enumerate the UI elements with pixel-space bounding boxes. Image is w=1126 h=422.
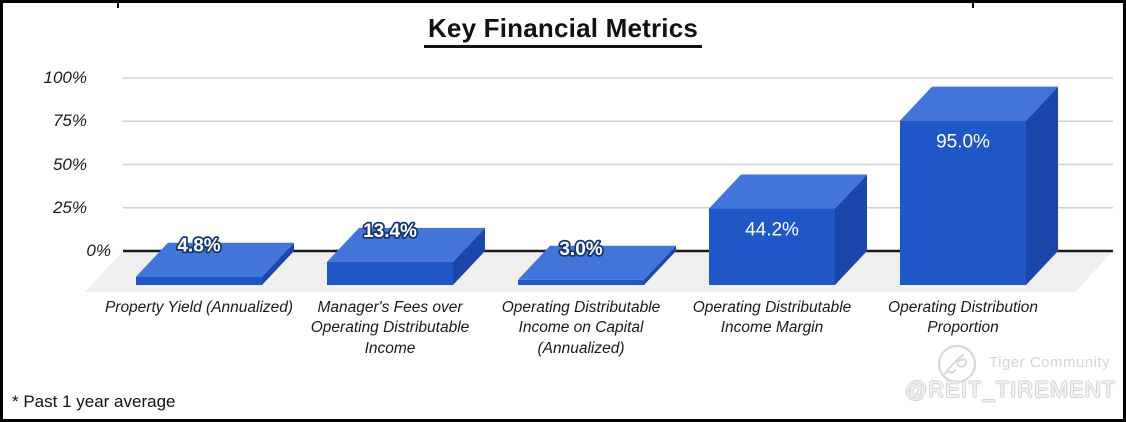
category-label: Operating Distributable Income Margin: [692, 299, 852, 337]
bar-top-face: [709, 174, 867, 209]
bar-value-label: 4.8%: [177, 236, 220, 257]
bar-top-face: [518, 245, 676, 280]
category-label: Manager's Fees over Operating Distributab…: [310, 299, 470, 357]
top-border-tick: [972, 3, 974, 8]
bar-side-face: [1026, 86, 1058, 286]
y-tick-label: 50%: [52, 154, 87, 174]
tiger-logo-icon: [937, 344, 977, 384]
y-tick-label: 75%: [52, 111, 87, 131]
bar-value-label: 44.2%: [745, 220, 799, 241]
bar-value-label: 95.0%: [936, 132, 990, 153]
chart-title: Key Financial Metrics: [423, 13, 703, 48]
category-label: Operating Distributable Income on Capital…: [501, 299, 661, 357]
watermark: Tiger Community @REIT_TIREMENT: [905, 341, 1118, 419]
bar-chart-plot: 4.8% 13.4% 3.0% 44.2% 95.0%: [85, 77, 1113, 292]
bar-value-label: 3.0%: [559, 239, 602, 260]
bar-front-face: [518, 279, 644, 285]
y-tick-label: 25%: [52, 197, 87, 217]
bar-top-face: [900, 86, 1058, 121]
chart-footnote: * Past 1 year average: [12, 392, 176, 411]
category-label: Operating Distribution Proportion: [888, 299, 1038, 337]
bar-side-face: [453, 227, 485, 285]
bar-front-face: [327, 261, 453, 285]
chart-title-wrap: Key Financial Metrics: [3, 13, 1123, 48]
category-label: Property Yield (Annualized): [104, 299, 294, 316]
bar-side-face: [262, 242, 294, 285]
bar-top-face: [136, 242, 294, 277]
bar-front-face: [136, 276, 262, 285]
bar-front-face: [900, 120, 1026, 286]
bar-value-label: 13.4%: [363, 221, 417, 242]
bar-side-face: [835, 174, 867, 285]
bar-top-face: [327, 227, 485, 262]
watermark-community-label: Tiger Community: [989, 354, 1111, 371]
y-tick-label: 100%: [43, 68, 87, 87]
bar-side-face: [644, 245, 676, 285]
bar-front-face: [709, 208, 835, 285]
y-tick-label: 0%: [86, 241, 111, 260]
top-border-tick: [117, 3, 119, 8]
watermark-handle: @REIT_TIREMENT: [905, 377, 1117, 402]
